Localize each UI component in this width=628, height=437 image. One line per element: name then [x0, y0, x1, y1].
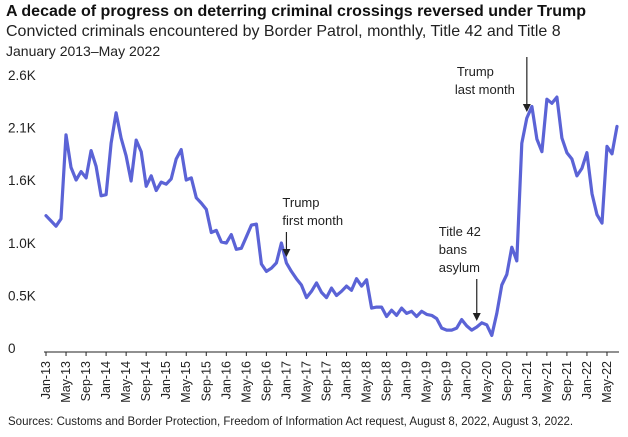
- x-tick-label: Jan-21: [520, 361, 534, 399]
- y-tick-label: 1.0K: [8, 236, 36, 251]
- x-tick-label: May-22: [600, 361, 614, 403]
- annotation-arrow-head: [522, 104, 531, 113]
- x-tick-label: Jan-13: [39, 361, 53, 399]
- x-tick-label: Sep-13: [79, 361, 93, 401]
- annotation-label: Title 42: [439, 224, 481, 239]
- y-tick-label: 1.6K: [8, 173, 36, 188]
- source-note: Sources: Customs and Border Protection, …: [8, 416, 574, 428]
- x-tick-label: Jan-19: [400, 361, 414, 399]
- x-tick-label: Sep-18: [380, 361, 394, 401]
- x-tick-label: May-21: [540, 361, 554, 403]
- x-tick-label: Jan-16: [219, 361, 233, 399]
- x-tick-label: Sep-19: [440, 361, 454, 401]
- annotation-label: Trump: [457, 64, 494, 79]
- x-tick-label: Jan-22: [580, 361, 594, 399]
- y-tick-label: 2.6K: [8, 68, 36, 83]
- x-tick-label: Sep-21: [560, 361, 574, 401]
- x-tick-label: May-17: [299, 361, 313, 403]
- x-tick-label: May-15: [179, 361, 193, 403]
- chart-title: A decade of progress on deterring crimin…: [6, 3, 587, 20]
- y-tick-label: 0: [8, 341, 16, 356]
- x-tick-label: May-13: [59, 361, 73, 403]
- chart-subtitle: Convicted criminals encountered by Borde…: [6, 23, 561, 40]
- x-tick-label: May-16: [239, 361, 253, 403]
- annotation-arrow-head: [472, 313, 481, 321]
- x-tick-label: Sep-20: [500, 361, 514, 401]
- x-tick-label: Sep-17: [319, 361, 333, 401]
- annotation-label: last month: [455, 82, 515, 97]
- chart-date-range: January 2013–May 2022: [6, 43, 161, 59]
- annotation-label: first month: [282, 213, 343, 228]
- x-tick-label: Sep-15: [199, 361, 213, 401]
- y-tick-label: 2.1K: [8, 121, 36, 136]
- x-tick-label: May-19: [420, 361, 434, 403]
- x-tick-label: May-14: [119, 361, 133, 403]
- x-tick-label: Sep-16: [259, 361, 273, 401]
- series-line-convicted-criminals: [44, 95, 619, 337]
- x-tick-label: May-18: [360, 361, 374, 403]
- x-tick-label: May-20: [480, 361, 494, 403]
- x-tick-label: Jan-20: [460, 361, 474, 399]
- y-tick-label: 0.5K: [8, 289, 36, 304]
- annotation-label: bans: [439, 242, 468, 257]
- annotation-arrow-head: [282, 248, 291, 257]
- annotation-label: asylum: [439, 260, 480, 275]
- x-tick-label: Sep-14: [139, 361, 153, 401]
- x-tick-label: Jan-14: [99, 361, 113, 399]
- x-tick-label: Jan-15: [159, 361, 173, 399]
- x-tick-label: Jan-18: [340, 361, 354, 399]
- annotation-label: Trump: [282, 195, 319, 210]
- x-tick-label: Jan-17: [279, 361, 293, 399]
